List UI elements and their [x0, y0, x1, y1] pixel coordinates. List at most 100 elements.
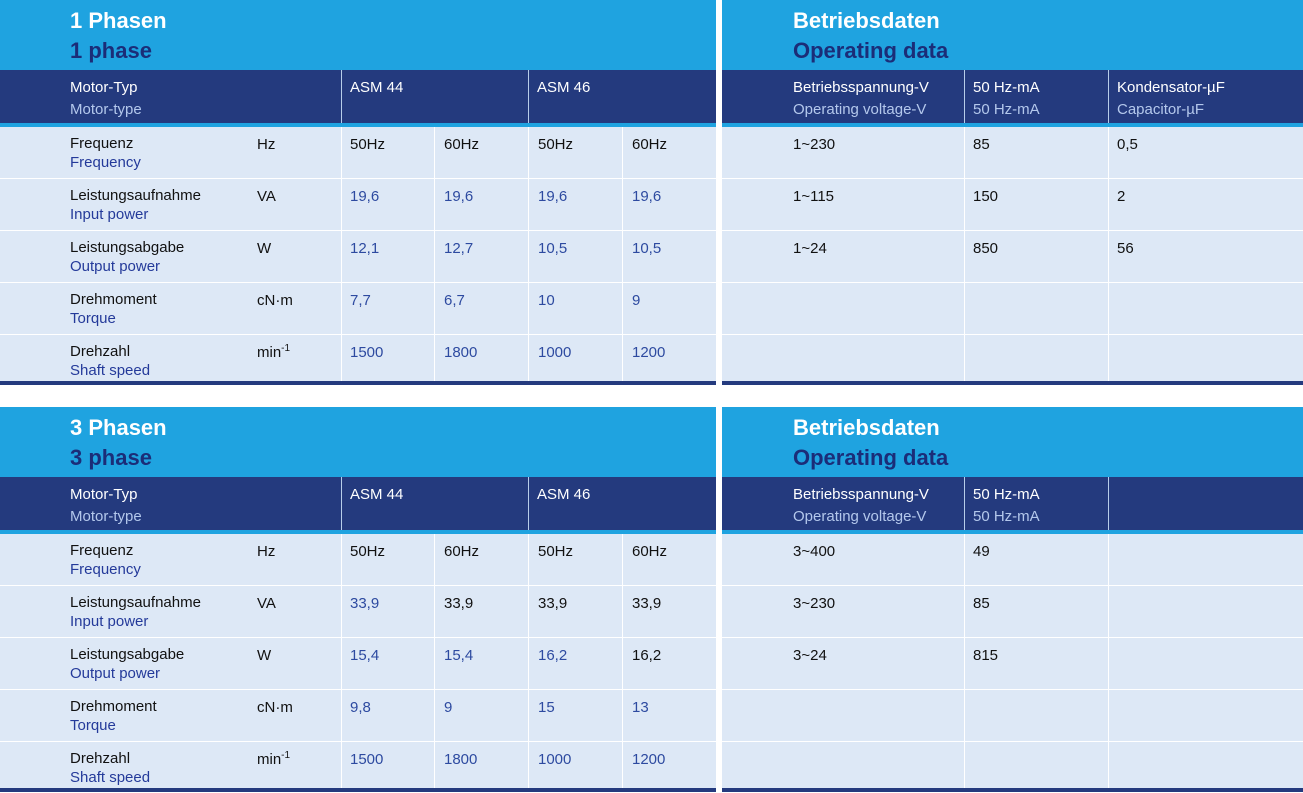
table-cell: Leistungsaufnahme — [70, 594, 201, 611]
table-cell: 1000 — [538, 751, 572, 768]
column-header-label: Operating voltage-V — [793, 508, 927, 525]
column-divider — [434, 534, 435, 788]
column-divider — [528, 127, 529, 381]
column-divider — [622, 127, 623, 381]
table-cell: Drehzahl — [70, 343, 131, 360]
table-cell: VA — [257, 188, 276, 205]
op1-table: Betriebsdaten Operating data Betriebsspa… — [722, 0, 1303, 385]
motor-type-en: Motor-type — [70, 101, 142, 118]
column-divider — [1108, 127, 1109, 381]
table-cell: Leistungsabgabe — [70, 239, 185, 256]
model-asm46: ASM 46 — [537, 79, 591, 96]
table-row: Drehmoment Torque cN·m 9,8 9 15 13 — [0, 690, 716, 742]
op1-body: 1~230 85 0,5 1~115 150 2 1~24 850 56 — [722, 127, 1303, 385]
table-cell: 1800 — [444, 344, 478, 361]
table-cell: 49 — [973, 543, 990, 560]
table-row: Leistungsaufnahme Input power VA 33,9 33… — [0, 586, 716, 638]
table-row: Drehzahl Shaft speed min-1 1500 1800 100… — [0, 742, 716, 793]
column-header-label: Motor-Typ — [70, 486, 138, 503]
table-cell: 1~115 — [793, 188, 835, 205]
table-cell: 60Hz — [632, 136, 668, 153]
table-cell: 19,6 — [538, 188, 568, 205]
table-cell: 9 — [444, 699, 453, 716]
table-row — [722, 335, 1303, 386]
table-cell: 3~24 — [793, 647, 827, 664]
table-cell: 850 — [973, 240, 999, 257]
model-asm46-header: ASM 46 — [528, 477, 717, 530]
table-row: Drehmoment Torque cN·m 7,7 6,7 10 9 — [0, 283, 716, 335]
column-divider — [622, 534, 623, 788]
table-cell: Hz — [257, 136, 276, 153]
model-asm44-header: ASM 44 — [341, 477, 528, 530]
table-cell: Frequency — [70, 154, 141, 171]
model-asm44: ASM 44 — [350, 79, 404, 96]
op3-title-en: Operating data — [793, 445, 949, 470]
table-cell: 10,5 — [538, 240, 568, 257]
phase1-header-row: Motor-Typ Motor-type ASM 44 ASM 46 — [0, 70, 716, 127]
table-cell: Input power — [70, 613, 149, 630]
table-cell: 0,5 — [1117, 136, 1138, 153]
table-cell: 1800 — [444, 751, 478, 768]
table-row: Drehzahl Shaft speed min-1 1500 1800 100… — [0, 335, 716, 386]
table-cell: 85 — [973, 136, 990, 153]
table-cell: cN·m — [257, 699, 293, 716]
phase3-title-en: 3 phase — [70, 445, 152, 470]
table-cell: 1~24 — [793, 240, 827, 257]
table-cell: 16,2 — [538, 647, 568, 664]
table-cell: Frequenz — [70, 135, 134, 152]
table-cell: 150 — [973, 188, 999, 205]
table-cell: 1~230 — [793, 136, 836, 153]
table-cell: VA — [257, 595, 276, 612]
column-divider — [341, 127, 342, 381]
table-cell: 3~400 — [793, 543, 836, 560]
phase1-title-bar: 1 Phasen 1 phase — [0, 0, 716, 70]
table-cell: 15,4 — [444, 647, 474, 664]
table-cell: Frequency — [70, 561, 141, 578]
empty-header — [1108, 477, 1303, 530]
column-divider — [528, 534, 529, 788]
table-cell: 15 — [538, 699, 555, 716]
op1-title-de: Betriebsdaten — [793, 8, 940, 33]
table-cell: 9 — [632, 292, 641, 309]
op3-body: 3~400 49 3~230 85 3~24 815 — [722, 534, 1303, 792]
column-header-label: Operating voltage-V — [793, 101, 927, 118]
table-cell: Shaft speed — [70, 362, 151, 379]
phase3-title-de: 3 Phasen — [70, 415, 167, 440]
table-row: 3~230 85 — [722, 586, 1303, 638]
unit-label: -1 — [281, 343, 291, 354]
phase1-title-de: 1 Phasen — [70, 8, 167, 33]
column-divider — [964, 534, 965, 788]
voltage-header: Betriebsspannung-V Operating voltage-V — [793, 477, 963, 530]
table-row: 1~24 850 56 — [722, 231, 1303, 283]
table-row — [722, 742, 1303, 793]
column-header-label: ASM 44 — [350, 486, 404, 503]
table-cell: 60Hz — [632, 543, 668, 560]
table-cell: 50Hz — [350, 543, 386, 560]
op1-header-row: Betriebsspannung-V Operating voltage-V 5… — [722, 70, 1303, 127]
unit-label: -1 — [281, 750, 291, 761]
voltage-header: Betriebsspannung-V Operating voltage-V — [793, 70, 963, 123]
current-header: 50 Hz-mA 50 Hz-mA — [964, 477, 1108, 530]
table-cell: 13 — [632, 699, 649, 716]
column-header-label: Betriebsspannung-V — [793, 486, 929, 503]
column-divider — [964, 127, 965, 381]
table-cell: min-1 — [257, 751, 290, 769]
table-cell: min-1 — [257, 344, 290, 362]
table-cell: Hz — [257, 543, 276, 560]
phase1-title-en: 1 phase — [70, 38, 152, 63]
op3-header-row: Betriebsspannung-V Operating voltage-V 5… — [722, 477, 1303, 534]
table-row: Leistungsabgabe Output power W 12,1 12,7… — [0, 231, 716, 283]
table-row: Frequenz Frequency Hz 50Hz 60Hz 50Hz 60H… — [0, 127, 716, 179]
column-header-label: Betriebsspannung-V — [793, 79, 929, 96]
phase3-body: Frequenz Frequency Hz 50Hz 60Hz 50Hz 60H… — [0, 534, 716, 792]
table-cell: 1200 — [632, 751, 666, 768]
phase3-title-bar: 3 Phasen 3 phase — [0, 407, 716, 477]
column-header-label: ASM 46 — [537, 486, 591, 503]
table-row: Leistungsabgabe Output power W 15,4 15,4… — [0, 638, 716, 690]
table-cell: 9,8 — [350, 699, 371, 716]
table-cell: Torque — [70, 717, 116, 734]
column-divider — [434, 127, 435, 381]
table-cell: 60Hz — [444, 136, 480, 153]
column-header-label: Capacitor-µF — [1117, 101, 1204, 118]
table-cell: 6,7 — [444, 292, 465, 309]
